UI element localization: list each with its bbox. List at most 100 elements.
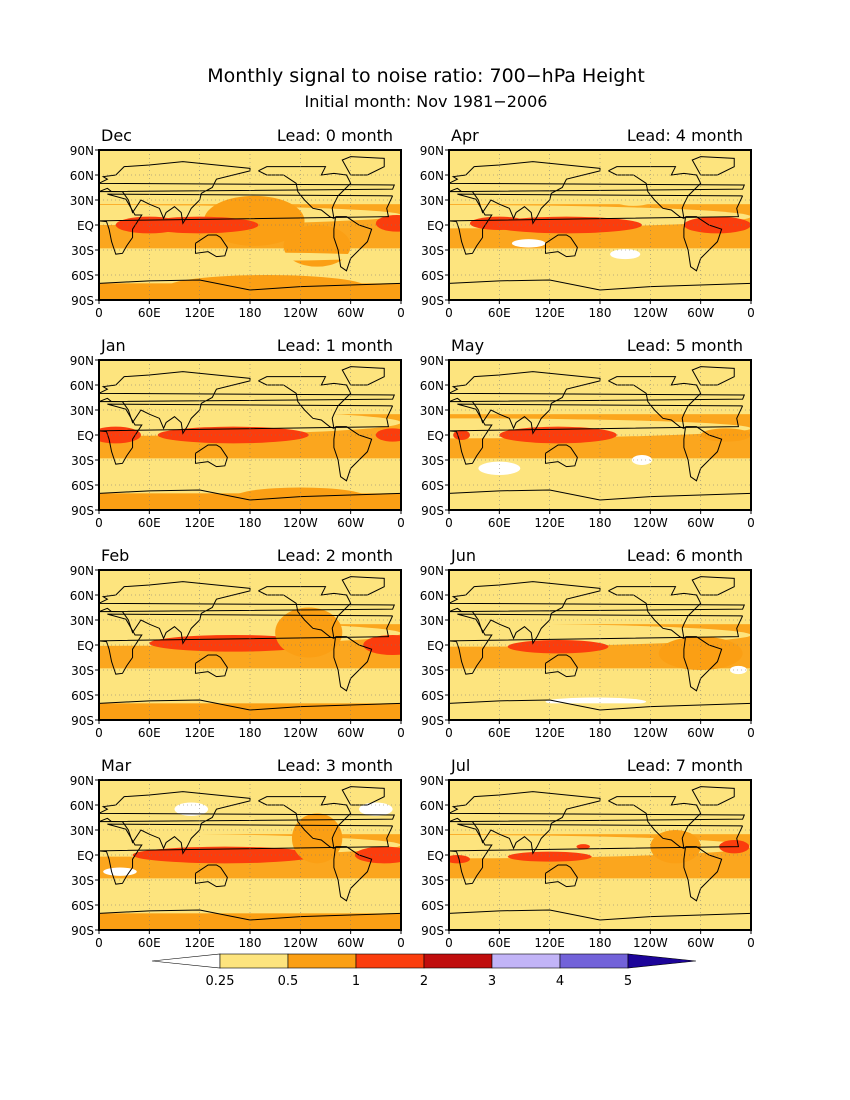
- lat-label: 90S: [71, 294, 94, 308]
- lat-label: 30S: [421, 454, 444, 468]
- lat-label: 30S: [71, 874, 94, 888]
- lat-label: 30S: [71, 244, 94, 258]
- field-contour: [124, 252, 376, 261]
- colorbar: 0.25 0.5 1 2 3 4 5: [151, 953, 697, 989]
- lat-label: 60N: [420, 589, 444, 603]
- field-contour: [499, 426, 617, 444]
- field-polar-band: [99, 283, 401, 300]
- lon-label: 0: [747, 516, 755, 530]
- lon-label: 180: [589, 726, 612, 740]
- lon-label: 60W: [687, 516, 714, 530]
- lon-label: 0: [747, 726, 755, 740]
- field-contour: [658, 636, 743, 670]
- field-polar-band: [99, 493, 401, 510]
- lon-label: 60E: [138, 936, 161, 950]
- coastline: [544, 444, 578, 468]
- lon-label: 120E: [184, 306, 215, 320]
- lat-label: 60N: [70, 799, 94, 813]
- map-field: [449, 360, 751, 510]
- lat-label: 60S: [421, 899, 444, 913]
- lat-label: 60S: [421, 479, 444, 493]
- panel-lead: Lead: 4 month: [627, 126, 743, 145]
- field-contour: [375, 428, 401, 442]
- lon-label: 120E: [534, 726, 565, 740]
- lon-label: 120W: [633, 936, 668, 950]
- lat-label: EQ: [427, 429, 444, 443]
- field-contour: [730, 665, 747, 675]
- lat-label: 30S: [421, 874, 444, 888]
- field-polar-band: [449, 493, 751, 510]
- lon-label: 0: [95, 936, 103, 950]
- lon-label: 0: [95, 516, 103, 530]
- lat-label: 90S: [421, 924, 444, 938]
- field-contour: [375, 215, 401, 232]
- coastline: [258, 166, 352, 220]
- lon-label: 60E: [488, 726, 511, 740]
- map-field: [99, 780, 401, 930]
- lat-label: 60N: [420, 799, 444, 813]
- lon-label: 120E: [534, 516, 565, 530]
- lat-label: 90S: [421, 294, 444, 308]
- panel-month: Dec: [101, 126, 132, 145]
- lon-label: 0: [445, 726, 453, 740]
- coastline: [99, 823, 394, 885]
- coastline: [449, 403, 744, 465]
- lat-label: 60N: [70, 589, 94, 603]
- lon-label: 180: [589, 936, 612, 950]
- panel-month: Jun: [450, 546, 476, 565]
- lon-label: 60E: [138, 726, 161, 740]
- coastline: [194, 864, 228, 888]
- lat-label: 90S: [421, 504, 444, 518]
- colorbar-segment: [423, 953, 493, 969]
- panel-month: Jul: [450, 756, 470, 775]
- lon-label: 0: [747, 306, 755, 320]
- lat-label: 30S: [71, 664, 94, 678]
- lat-label: 30N: [70, 824, 94, 838]
- lon-label: 60E: [488, 936, 511, 950]
- lat-label: 90N: [70, 144, 94, 158]
- lon-label: 60E: [138, 306, 161, 320]
- field-polar-band: [99, 703, 401, 720]
- lon-label: 120W: [633, 726, 668, 740]
- lon-label: 0: [397, 516, 405, 530]
- lon-label: 0: [397, 726, 405, 740]
- panel-lead: Lead: 2 month: [277, 546, 393, 565]
- colorbar-label: 5: [624, 974, 632, 989]
- lon-label: 60W: [687, 306, 714, 320]
- lat-label: 60S: [421, 689, 444, 703]
- lat-label: 90S: [71, 924, 94, 938]
- coastline: [449, 823, 744, 885]
- colorbar-label: 2: [420, 974, 428, 989]
- colorbar-label: 0.5: [278, 974, 299, 989]
- lon-label: 0: [397, 306, 405, 320]
- lon-label: 180: [589, 516, 612, 530]
- lat-label: 30N: [420, 614, 444, 628]
- lon-label: 60W: [337, 306, 364, 320]
- map-field: [99, 570, 401, 720]
- lat-label: 30N: [70, 614, 94, 628]
- lat-label: EQ: [427, 639, 444, 653]
- lon-label: 0: [747, 936, 755, 950]
- lon-label: 120E: [184, 516, 215, 530]
- lat-label: EQ: [77, 639, 94, 653]
- lon-label: 120W: [283, 726, 318, 740]
- lat-label: 60S: [71, 269, 94, 283]
- coastline: [99, 193, 394, 255]
- coastline: [258, 376, 352, 430]
- lon-label: 120E: [534, 936, 565, 950]
- lat-label: EQ: [77, 219, 94, 233]
- lat-label: 90N: [70, 564, 94, 578]
- coastline: [258, 586, 352, 640]
- lon-label: 180: [589, 306, 612, 320]
- map-field: [449, 150, 751, 300]
- panel-lead: Lead: 0 month: [277, 126, 393, 145]
- map-field: [99, 360, 401, 510]
- lon-label: 0: [95, 726, 103, 740]
- colorbar-label: 4: [556, 974, 564, 989]
- lon-label: 0: [397, 936, 405, 950]
